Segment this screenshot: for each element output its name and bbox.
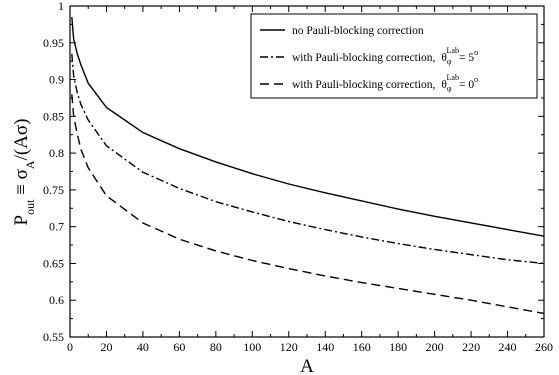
x-axis-title: A — [300, 356, 314, 375]
y-tick-label: 1 — [58, 0, 64, 13]
legend-entry-3: with Pauli-blocking correction, θφLab= 0o — [292, 73, 478, 93]
y-tick-label: 0.6 — [49, 293, 64, 307]
x-tick-label: 0 — [67, 340, 73, 354]
x-tick-label: 260 — [535, 340, 553, 354]
y-tick-label: 0.75 — [43, 183, 64, 197]
x-tick-label: 140 — [316, 340, 334, 354]
y-tick-label: 0.85 — [43, 109, 64, 123]
y-tick-label: 0.9 — [49, 73, 64, 87]
series-line-1 — [71, 16, 545, 237]
legend: no Pauli-blocking correction with Pauli-… — [250, 13, 538, 99]
x-tick-label: 40 — [137, 340, 149, 354]
x-tick-label: 60 — [173, 340, 185, 354]
legend-entry-2: with Pauli-blocking correction, θφLab= 5o — [292, 46, 478, 66]
legend-entry-1: no Pauli-blocking correction — [292, 25, 424, 37]
x-tick-label: 20 — [100, 340, 112, 354]
x-tick-label: 160 — [353, 340, 371, 354]
plot-frame — [69, 5, 545, 338]
y-axis-title: Pout ≡ σA/(Aσ) — [11, 119, 37, 226]
series-lines — [71, 16, 545, 315]
y-tick-label: 0.65 — [43, 256, 64, 270]
legend-box — [250, 13, 538, 99]
x-tick-label: 200 — [426, 340, 444, 354]
series-line-2 — [71, 53, 545, 265]
axis-ticks: 0 20 40 60 80 100 120 140 160 180 200 220 240 260 0.55… — [43, 0, 553, 354]
series-line-3 — [71, 94, 545, 315]
x-tick-label: 180 — [389, 340, 407, 354]
x-tick-label: 220 — [462, 340, 480, 354]
y-tick-label: 0.55 — [43, 330, 64, 344]
y-tick-label: 0.95 — [43, 36, 64, 50]
x-tick-label: 120 — [280, 340, 298, 354]
x-tick-label: 100 — [243, 340, 261, 354]
y-tick-label: 0.7 — [49, 220, 64, 234]
x-tick-label: 240 — [499, 340, 517, 354]
x-tick-label: 80 — [210, 340, 222, 354]
y-tick-label: 0.8 — [49, 146, 64, 160]
